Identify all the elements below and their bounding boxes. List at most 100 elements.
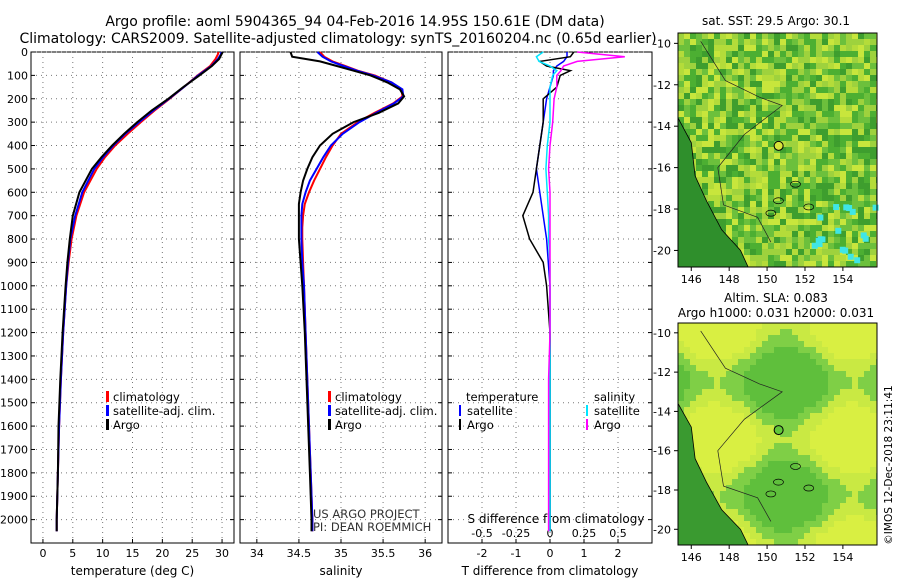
map-cell xyxy=(810,335,816,341)
map-cell xyxy=(726,413,732,419)
map-cell xyxy=(822,437,828,443)
map-cell xyxy=(822,515,828,521)
map-cell xyxy=(804,407,810,413)
map-cell xyxy=(816,195,822,201)
map-cell xyxy=(702,117,708,123)
map-cell xyxy=(756,159,762,165)
map-cell xyxy=(798,509,804,515)
temperature-panel: 0100200300400500600700800900100011001200… xyxy=(0,46,235,578)
map-cell xyxy=(804,515,810,521)
map-cell xyxy=(738,39,744,45)
map-cell xyxy=(738,87,744,93)
map-cell xyxy=(780,243,786,249)
map-cell xyxy=(678,33,684,39)
map-cell xyxy=(870,431,876,437)
map-cell xyxy=(846,515,852,521)
map-cell xyxy=(834,335,840,341)
map-cell xyxy=(798,129,804,135)
map-cell xyxy=(828,81,834,87)
map-cell xyxy=(780,443,786,449)
map-cell xyxy=(732,443,738,449)
map-cell xyxy=(816,341,822,347)
map-cell xyxy=(852,195,858,201)
map-cell xyxy=(732,455,738,461)
map-cell xyxy=(762,377,768,383)
map-cell xyxy=(834,129,840,135)
map-cell xyxy=(768,183,774,189)
map-cell xyxy=(768,99,774,105)
map-cell xyxy=(846,213,852,219)
map-cell xyxy=(840,69,846,75)
map-cell xyxy=(744,365,750,371)
map-cell xyxy=(834,99,840,105)
map-cell xyxy=(864,183,870,189)
map-cell xyxy=(708,479,714,485)
map-cell xyxy=(726,455,732,461)
map-cell xyxy=(750,431,756,437)
map-cell xyxy=(744,255,750,261)
map-cell xyxy=(810,261,816,267)
map-cell xyxy=(816,329,822,335)
map-cell xyxy=(840,425,846,431)
map-cell xyxy=(864,93,870,99)
map-cell xyxy=(702,177,708,183)
title-line-1: Argo profile: aoml 5904365_94 04-Feb-201… xyxy=(105,14,604,30)
map-cell xyxy=(726,93,732,99)
map-cell xyxy=(804,335,810,341)
map-cell xyxy=(738,485,744,491)
map-cell xyxy=(678,105,684,111)
map-cell xyxy=(708,135,714,141)
map-cell xyxy=(822,509,828,515)
map-cell xyxy=(810,515,816,521)
map-cell xyxy=(708,69,714,75)
map-cell xyxy=(840,45,846,51)
map-cell xyxy=(744,231,750,237)
map-cell xyxy=(738,75,744,81)
map-cell xyxy=(684,111,690,117)
map-cell xyxy=(702,57,708,63)
map-cell xyxy=(822,449,828,455)
map-cell xyxy=(726,195,732,201)
map-cell xyxy=(762,45,768,51)
map-cell xyxy=(768,431,774,437)
map-cell xyxy=(846,39,852,45)
map-cell xyxy=(756,533,762,539)
map-cell xyxy=(852,171,858,177)
map-cell xyxy=(816,515,822,521)
map-cell xyxy=(858,123,864,129)
map-cell xyxy=(828,497,834,503)
map-cell xyxy=(822,33,828,39)
map-cell xyxy=(714,395,720,401)
map-cell xyxy=(696,57,702,63)
map-cell xyxy=(840,491,846,497)
map-cell xyxy=(726,377,732,383)
map-cell xyxy=(870,159,876,165)
lat-tick-label: -18 xyxy=(653,203,671,216)
map-cell xyxy=(744,509,750,515)
map-cell xyxy=(792,371,798,377)
map-cell xyxy=(870,503,876,509)
map-cell xyxy=(864,99,870,105)
map-cell xyxy=(690,335,696,341)
map-cell xyxy=(756,443,762,449)
map-cell xyxy=(834,473,840,479)
map-cell xyxy=(834,539,840,545)
map-cell xyxy=(792,213,798,219)
map-cell xyxy=(750,111,756,117)
map-cell xyxy=(828,479,834,485)
map-cell xyxy=(822,533,828,539)
map-cell xyxy=(696,105,702,111)
map-cell xyxy=(714,189,720,195)
map-cell xyxy=(750,129,756,135)
map-cell xyxy=(702,141,708,147)
map-cell xyxy=(810,461,816,467)
map-cell xyxy=(834,341,840,347)
map-cell xyxy=(744,87,750,93)
map-cell xyxy=(870,231,876,237)
map-cell xyxy=(840,485,846,491)
map-cell xyxy=(858,527,864,533)
map-cell xyxy=(822,39,828,45)
map-cell xyxy=(798,81,804,87)
map-cell xyxy=(870,189,876,195)
